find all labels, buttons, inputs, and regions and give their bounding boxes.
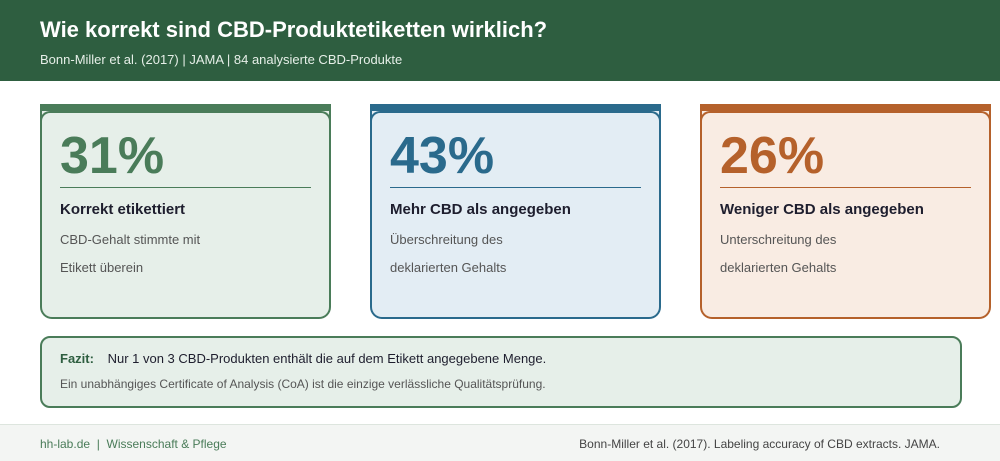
conclusion-box: Fazit: Nur 1 von 3 CBD-Produkten enthält… xyxy=(40,336,962,408)
stat-card-less: 26% Weniger CBD als angegeben Unterschre… xyxy=(700,104,991,319)
stat-card-correct: 31% Korrekt etikettiert CBD-Gehalt stimm… xyxy=(40,104,331,319)
stat-value: 31% xyxy=(60,127,165,185)
stat-label: Mehr CBD als angegeben xyxy=(390,201,571,218)
stat-card-more: 43% Mehr CBD als angegeben Überschreitun… xyxy=(370,104,661,319)
stat-description: CBD-Gehalt stimmte mit Etikett überein xyxy=(60,232,201,275)
conclusion-text: Fazit: Nur 1 von 3 CBD-Produkten enthält… xyxy=(60,351,547,366)
card-accent-bar xyxy=(370,104,661,123)
footer-citation: Bonn-Miller et al. (2017). Labeling accu… xyxy=(579,437,940,451)
card-accent-bar xyxy=(700,104,991,123)
conclusion-note: Ein unabhängiges Certificate of Analysis… xyxy=(60,377,546,391)
stat-value: 43% xyxy=(390,127,495,185)
page-subtitle: Bonn-Miller et al. (2017) | JAMA | 84 an… xyxy=(40,52,403,67)
divider xyxy=(390,187,641,188)
stat-label: Weniger CBD als angegeben xyxy=(720,201,924,218)
footer: hh-lab.de | Wissenschaft & Pflege Bonn-M… xyxy=(0,424,1000,461)
page-title: Wie korrekt sind CBD-Produktetiketten wi… xyxy=(40,17,548,42)
divider xyxy=(60,187,311,188)
stat-description: Unterschreitung des deklarierten Gehalts xyxy=(720,232,837,275)
stat-description: Überschreitung des deklarierten Gehalts xyxy=(390,232,507,275)
stat-label: Korrekt etikettiert xyxy=(60,201,186,218)
card-accent-bar xyxy=(40,104,331,123)
footer-brand: hh-lab.de | Wissenschaft & Pflege xyxy=(40,437,227,451)
stat-value: 26% xyxy=(720,127,825,185)
divider xyxy=(720,187,971,188)
header: Wie korrekt sind CBD-Produktetiketten wi… xyxy=(0,0,1000,81)
